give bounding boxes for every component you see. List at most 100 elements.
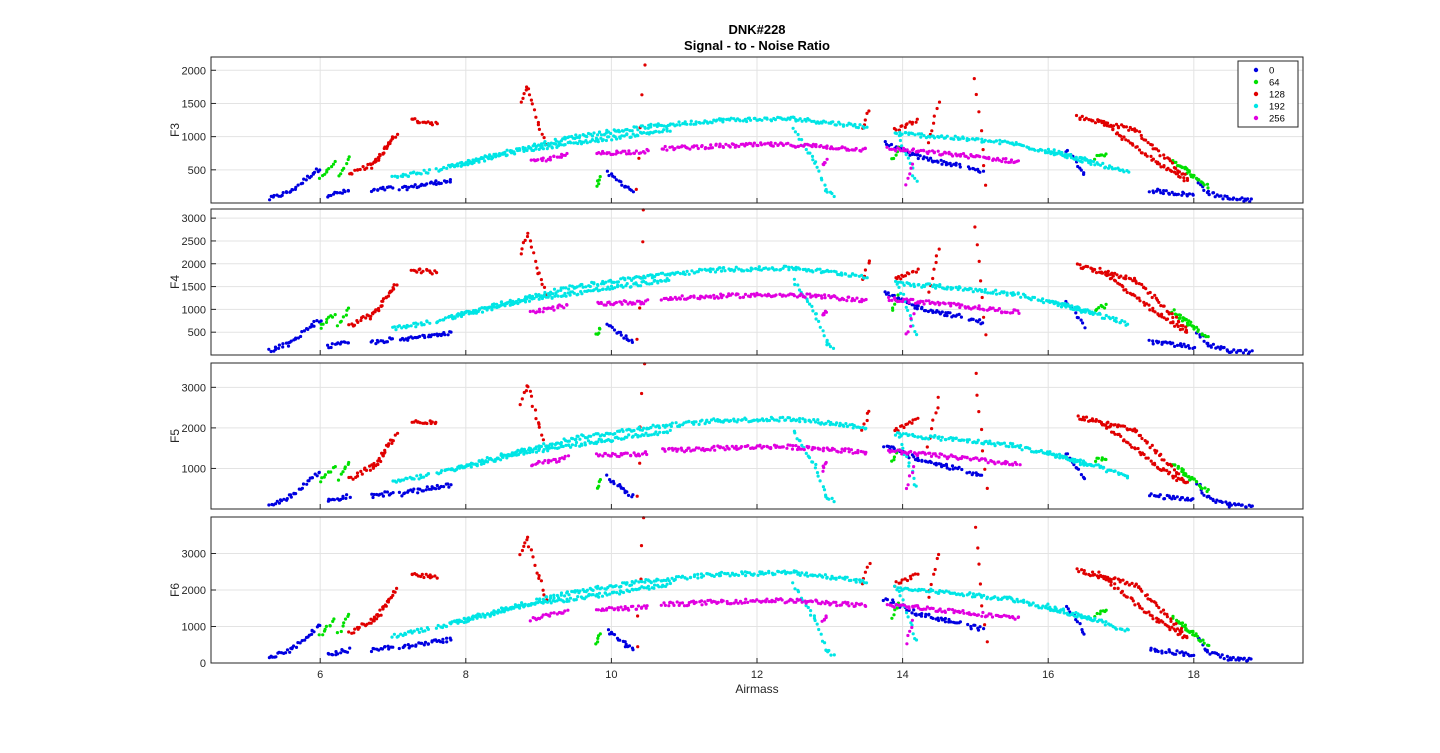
point-s192	[905, 306, 908, 309]
point-s128	[983, 468, 986, 471]
point-s128	[934, 568, 937, 571]
point-s256	[864, 451, 867, 454]
point-s128	[1108, 425, 1111, 428]
point-s256	[1006, 311, 1009, 314]
point-s192	[816, 471, 819, 474]
point-s128	[529, 239, 532, 242]
point-s64	[1184, 167, 1187, 170]
point-s128	[540, 579, 543, 582]
point-s128	[1116, 131, 1119, 134]
point-s0	[292, 644, 295, 647]
point-s192	[1105, 314, 1108, 317]
point-s192	[496, 457, 499, 460]
point-s128	[930, 583, 933, 586]
point-s64	[344, 618, 347, 621]
point-s256	[565, 303, 568, 306]
point-s128	[530, 99, 533, 102]
point-s128	[1104, 575, 1107, 578]
point-s128	[1117, 587, 1120, 590]
point-s128	[980, 129, 983, 132]
point-s192	[798, 439, 801, 442]
point-s192	[902, 432, 905, 435]
point-s0	[958, 313, 961, 316]
point-s64	[327, 167, 330, 170]
point-s256	[538, 460, 541, 463]
point-s0	[1219, 194, 1222, 197]
point-s192	[613, 286, 616, 289]
point-s128	[1140, 134, 1143, 137]
point-s192	[562, 600, 565, 603]
point-s256	[944, 151, 947, 154]
point-s128	[1170, 170, 1173, 173]
point-s0	[1207, 190, 1210, 193]
point-s128	[395, 283, 398, 286]
point-s192	[650, 433, 653, 436]
point-s128	[1168, 471, 1171, 474]
point-s0	[917, 304, 920, 307]
point-s192	[415, 474, 418, 477]
point-s128	[396, 432, 399, 435]
point-s192	[798, 420, 801, 423]
panel-f6: 0100020003000F6	[168, 516, 1303, 670]
point-s64	[1203, 486, 1206, 489]
point-s192	[481, 311, 484, 314]
point-s64	[1101, 456, 1104, 459]
point-s192	[557, 295, 560, 298]
point-s192	[863, 126, 866, 129]
point-s192	[805, 148, 808, 151]
point-s192	[499, 458, 502, 461]
point-s192	[753, 419, 756, 422]
point-s192	[513, 152, 516, 155]
point-s0	[980, 474, 983, 477]
point-s192	[693, 573, 696, 576]
point-s128	[977, 110, 980, 113]
point-s192	[844, 422, 847, 425]
point-s128	[431, 420, 434, 423]
point-s128	[986, 640, 989, 643]
point-s128	[905, 122, 908, 125]
point-s192	[640, 580, 643, 583]
point-s128	[1174, 629, 1177, 632]
point-s192	[1013, 293, 1016, 296]
point-s256	[746, 444, 749, 447]
point-s192	[563, 594, 566, 597]
point-s128	[1169, 620, 1172, 623]
point-s192	[951, 287, 954, 290]
point-s192	[1066, 303, 1069, 306]
point-s0	[339, 651, 342, 654]
point-s128	[931, 277, 934, 280]
point-s128	[422, 576, 425, 579]
point-s192	[980, 138, 983, 141]
point-s128	[1148, 308, 1151, 311]
point-s192	[756, 574, 759, 577]
point-s192	[642, 131, 645, 134]
point-s128	[395, 587, 398, 590]
point-s0	[1188, 192, 1191, 195]
point-s0	[966, 623, 969, 626]
point-s192	[1042, 301, 1045, 304]
point-s128	[906, 579, 909, 582]
point-s128	[392, 288, 395, 291]
point-s64	[1201, 639, 1204, 642]
point-s192	[835, 421, 838, 424]
point-s0	[295, 646, 298, 649]
point-s256	[928, 452, 931, 455]
point-s128	[910, 422, 913, 425]
point-s192	[821, 576, 824, 579]
point-s64	[1173, 463, 1176, 466]
point-s0	[1083, 477, 1086, 480]
point-s0	[312, 325, 315, 328]
point-s192	[689, 123, 692, 126]
point-s0	[288, 341, 291, 344]
point-s128	[917, 268, 920, 271]
point-s192	[615, 584, 618, 587]
point-s192	[463, 618, 466, 621]
point-s128	[1160, 313, 1163, 316]
point-s256	[842, 298, 845, 301]
y-axis-label-f5: F5	[168, 429, 182, 443]
point-s0	[398, 491, 401, 494]
point-s0	[1221, 653, 1224, 656]
point-s256	[928, 150, 931, 153]
point-s128	[393, 283, 396, 286]
point-s64	[324, 628, 327, 631]
